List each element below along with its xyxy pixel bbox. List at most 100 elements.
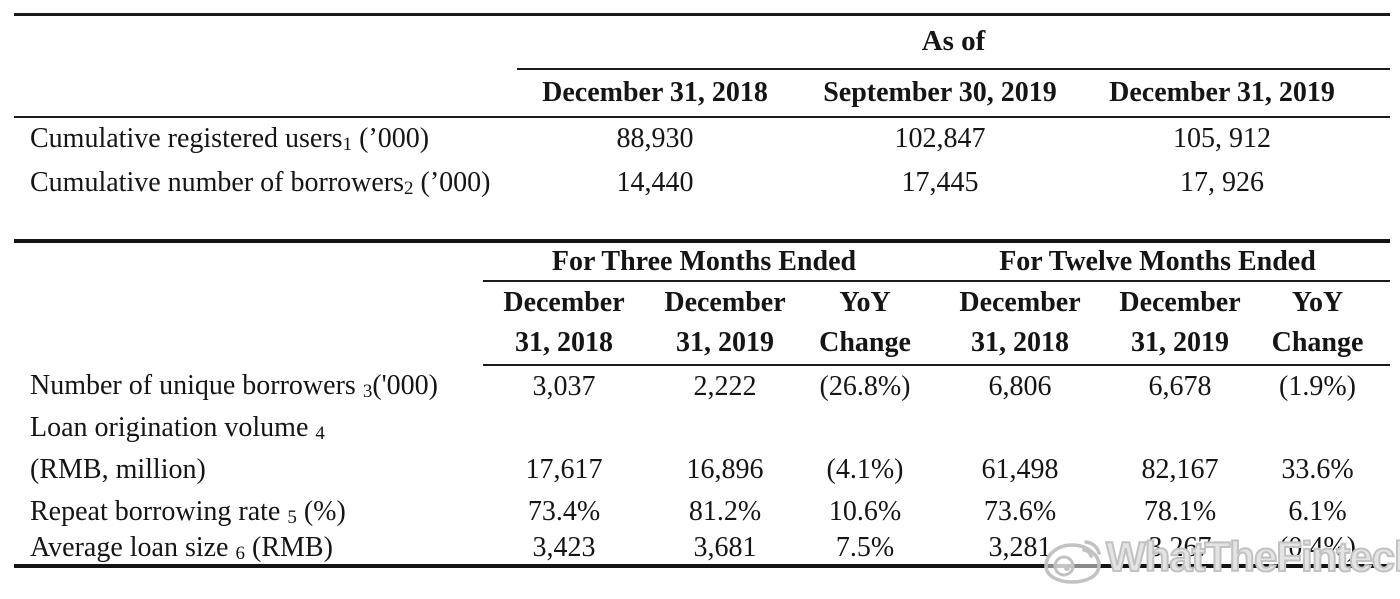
table-row-loan-origination-volume: Loan origination volume 4 bbox=[14, 407, 1390, 449]
row-label-cell: Loan origination volume 4 bbox=[14, 407, 483, 449]
footnote-marker: 3 bbox=[362, 381, 373, 402]
column-header-line: YoY bbox=[1291, 287, 1344, 318]
column-header-line: 31, 2019 bbox=[676, 327, 774, 358]
column-header-yoy-change-12m: YoY Change bbox=[1245, 281, 1390, 366]
group-header-three-months: For Three Months Ended bbox=[483, 241, 925, 282]
row-label-cell: (RMB, million) bbox=[14, 449, 483, 491]
value-cell: 78.1% bbox=[1143, 495, 1217, 527]
row-label-cell: Average loan size 6 (RMB) bbox=[14, 532, 483, 566]
row-label-suffix: (RMB) bbox=[245, 532, 333, 563]
column-header-line: December bbox=[664, 287, 786, 318]
column-header-sep-30-2019: September 30, 2019 bbox=[793, 68, 1087, 118]
value-cell: (26.8%) bbox=[819, 370, 911, 402]
table-row-rmb-million: (RMB, million) 17,617 16,896 (4.1%) 61,4… bbox=[14, 449, 1390, 491]
value-cell: 3,037 bbox=[532, 370, 596, 402]
spacer-cell bbox=[14, 15, 517, 69]
table-row-cumulative-number-of-borrowers: Cumulative number of borrowers2 (’000) 1… bbox=[14, 161, 1390, 205]
as-of-group-row: As of bbox=[14, 14, 1391, 70]
value-cell bbox=[1115, 407, 1245, 449]
as-of-metrics-table: As of December 31, 2018 September 30, 20… bbox=[14, 13, 1391, 205]
value-cell: 3,681 bbox=[693, 532, 757, 563]
column-header-yoy-change-3m: YoY Change bbox=[805, 281, 925, 366]
value-cell: 6,678 bbox=[1148, 370, 1212, 402]
value-cell: 82,167 bbox=[1141, 454, 1219, 485]
value-cell: 7.5% bbox=[835, 532, 895, 563]
column-header-line: YoY bbox=[839, 287, 891, 318]
column-header-line: 31, 2019 bbox=[1131, 327, 1229, 358]
footnote-marker: 4 bbox=[315, 423, 325, 444]
value-cell: (1.9%) bbox=[1279, 370, 1356, 402]
row-label-suffix: (’000) bbox=[413, 166, 491, 198]
value-cell: 3,267 bbox=[1148, 532, 1212, 563]
column-header-dec-31-2018-3m: December 31, 2018 bbox=[483, 281, 645, 366]
table-row-number-of-unique-borrowers: Number of unique borrowers 3('000) 3,037… bbox=[14, 365, 1390, 407]
column-header-dec-31-2018: December 31, 2018 bbox=[517, 68, 793, 118]
period-column-header-row: December 31, 2018 December 31, 2019 YoY … bbox=[14, 281, 1390, 366]
value-cell bbox=[1245, 407, 1390, 449]
footnote-marker: 2 bbox=[404, 177, 414, 199]
row-label-cell: Cumulative number of borrowers2 (’000) bbox=[14, 161, 517, 205]
column-header-line: December bbox=[1119, 287, 1241, 318]
row-label-cell: Repeat borrowing rate 5 (%) bbox=[14, 491, 483, 532]
spacer-cell bbox=[14, 281, 483, 365]
column-header-dec-31-2019-12m: December 31, 2019 bbox=[1115, 281, 1245, 366]
row-label: Average loan size bbox=[30, 532, 236, 563]
value-cell: 3,281 bbox=[988, 532, 1052, 563]
value-cell: 81.2% bbox=[688, 495, 762, 527]
value-cell: 2,222 bbox=[693, 370, 757, 402]
table-row-average-loan-size: Average loan size 6 (RMB) 3,423 3,681 7.… bbox=[14, 532, 1390, 566]
footnote-marker: 5 bbox=[287, 506, 297, 528]
spacer-cell bbox=[14, 68, 517, 118]
spacer-cell bbox=[1357, 161, 1390, 205]
table-row-repeat-borrowing-rate: Repeat borrowing rate 5 (%) 73.4% 81.2% … bbox=[14, 491, 1390, 532]
row-label-suffix: ('000) bbox=[372, 370, 439, 401]
value-cell: 16,896 bbox=[686, 454, 764, 485]
group-header-twelve-months: For Twelve Months Ended bbox=[925, 241, 1390, 282]
value-cell: (4.1%) bbox=[826, 454, 904, 485]
column-header-line: December bbox=[503, 287, 625, 318]
column-header-line: 31, 2018 bbox=[515, 327, 613, 358]
value-cell: 17,617 bbox=[525, 454, 603, 485]
value-cell: 33.6% bbox=[1281, 454, 1354, 485]
row-label: Number of unique borrowers bbox=[30, 370, 363, 401]
spacer-cell bbox=[1357, 68, 1391, 118]
value-cell bbox=[805, 407, 925, 449]
spacer-cell bbox=[1357, 117, 1390, 161]
footnote-marker: 1 bbox=[342, 134, 353, 155]
row-label: Cumulative registered users bbox=[30, 123, 343, 154]
value-cell: 17,445 bbox=[901, 166, 979, 198]
value-cell: 6.1% bbox=[1288, 495, 1347, 527]
value-cell: 61,498 bbox=[981, 454, 1059, 485]
column-header-dec-31-2019-3m: December 31, 2019 bbox=[645, 281, 805, 366]
row-label-suffix: (’000) bbox=[352, 123, 430, 154]
row-label: Loan origination volume bbox=[30, 412, 316, 443]
table-row-cumulative-registered-users: Cumulative registered users1 (’000) 88,9… bbox=[14, 117, 1390, 161]
row-label-cell: Number of unique borrowers 3('000) bbox=[14, 365, 483, 407]
value-cell: 17, 926 bbox=[1180, 166, 1264, 198]
value-cell: 105, 912 bbox=[1173, 123, 1271, 154]
value-cell: (0.4%) bbox=[1279, 532, 1356, 563]
period-metrics-table: For Three Months Ended For Twelve Months… bbox=[14, 239, 1390, 568]
column-header-line: 31, 2018 bbox=[971, 327, 1069, 358]
value-cell: 10.6% bbox=[828, 495, 902, 527]
value-cell bbox=[925, 407, 1115, 449]
value-cell bbox=[483, 407, 645, 449]
row-label-cell: Cumulative registered users1 (’000) bbox=[14, 117, 517, 161]
column-header-dec-31-2019: December 31, 2019 bbox=[1087, 68, 1357, 118]
column-header-line: Change bbox=[1271, 327, 1364, 358]
as-of-column-header-row: December 31, 2018 September 30, 2019 Dec… bbox=[14, 68, 1391, 118]
column-header-line: December bbox=[959, 287, 1081, 318]
row-label: (RMB, million) bbox=[30, 454, 206, 485]
column-header-line: Change bbox=[819, 327, 911, 358]
value-cell: 6,806 bbox=[988, 370, 1052, 402]
value-cell: 3,423 bbox=[532, 532, 596, 563]
value-cell: 88,930 bbox=[616, 123, 694, 154]
column-header-dec-31-2018-12m: December 31, 2018 bbox=[925, 281, 1115, 366]
footnote-marker: 6 bbox=[235, 543, 246, 564]
value-cell: 73.4% bbox=[527, 495, 601, 527]
row-label: Cumulative number of borrowers bbox=[30, 166, 405, 198]
value-cell: 73.6% bbox=[983, 495, 1057, 527]
row-label: Repeat borrowing rate bbox=[30, 495, 288, 527]
row-label-suffix: (%) bbox=[296, 495, 346, 527]
